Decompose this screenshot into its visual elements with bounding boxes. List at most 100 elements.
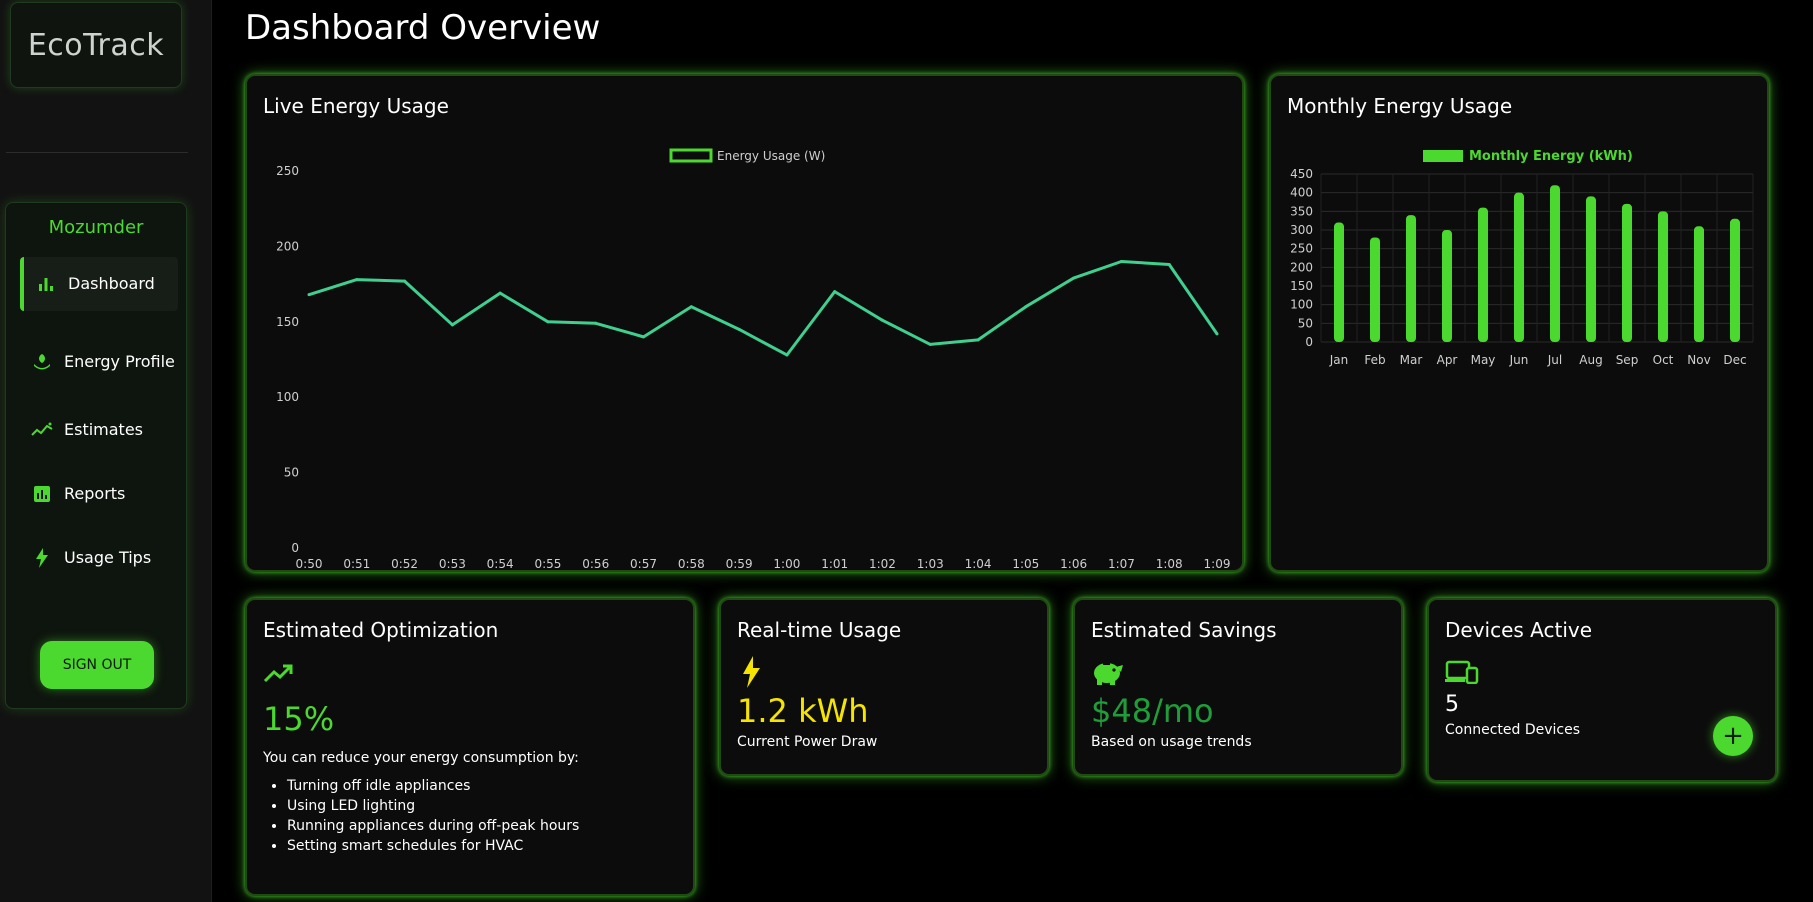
x-tick-label: Apr [1437,353,1458,367]
monthly-energy-card: Monthly Energy Usage Monthly Energy (kWh… [1269,74,1769,572]
bar-apr [1442,230,1452,342]
x-tick-label: 1:03 [917,557,944,571]
sign-out-button[interactable]: SIGN OUT [40,641,154,689]
bolt-icon [741,656,761,692]
y-tick-label: 450 [1290,167,1313,181]
devices-card: Devices Active 5 Connected Devices + [1427,598,1777,782]
bar-may [1478,207,1488,342]
realtime-card: Real-time Usage 1.2 kWh Current Power Dr… [719,598,1049,776]
legend-swatch [669,148,713,163]
nav-panel: Mozumder Dashboard Energy Profile Estima… [5,202,187,709]
x-tick-label: Feb [1364,353,1385,367]
legend-label: Energy Usage (W) [717,149,825,163]
data-point [928,342,932,346]
piggy-bank-icon [1091,658,1125,690]
data-point [689,305,693,309]
sidebar-item-label: Dashboard [68,274,155,293]
optimization-value: 15% [263,700,335,738]
sidebar-item-energy-profile[interactable]: Energy Profile [20,335,178,389]
live-energy-chart[interactable]: Energy Usage (W) 0 50 100 150 200 250 0:50 0:51 0… [247,76,1244,572]
y-tick-label: 0 [1305,335,1313,349]
sidebar-divider [6,152,188,153]
bar-dec [1730,218,1740,342]
y-tick-label: 250 [276,164,299,178]
bar-oct [1658,211,1668,342]
sidebar-item-label: Reports [64,484,126,503]
optimization-card: Estimated Optimization 15% You can reduc… [245,598,695,896]
trend-up-icon [263,662,295,688]
devices-icon [1445,660,1479,688]
data-point [880,318,884,322]
devices-caption: Connected Devices [1445,722,1581,738]
x-tick-label: 0:57 [630,557,657,571]
bar-chart-icon [24,275,68,293]
data-point [450,323,454,327]
x-tick-label: 1:00 [773,557,800,571]
x-tick-label: Dec [1723,353,1746,367]
sidebar-item-label: Estimates [64,420,144,439]
sidebar-item-reports[interactable]: Reports [20,469,178,519]
y-tick-label: 100 [276,390,299,404]
x-tick-label: 0:53 [439,557,466,571]
x-tick-label: 0:52 [391,557,418,571]
report-icon [20,485,64,503]
data-point [1215,332,1219,336]
y-tick-label: 200 [276,239,299,253]
data-point [1167,262,1171,266]
x-tick-label: Nov [1687,353,1710,367]
x-tick-label: 0:58 [678,557,705,571]
data-point [355,278,359,282]
data-point [833,290,837,294]
logo-prefix: Eco [27,27,84,63]
data-point [642,335,646,339]
sidebar-item-dashboard[interactable]: Dashboard [20,257,178,311]
data-point [785,353,789,357]
data-point [1072,276,1076,280]
savings-caption: Based on usage trends [1091,734,1252,750]
x-tick-label: 1:07 [1108,557,1135,571]
x-tick-label: 1:02 [869,557,896,571]
x-tick-label: May [1471,353,1496,367]
sidebar-item-estimates[interactable]: Estimates [20,405,178,455]
chart-legend: Energy Usage (W) [669,148,825,163]
x-tick-label: 1:01 [821,557,848,571]
monthly-energy-chart[interactable]: Monthly Energy (kWh) 0 50 100 150 200 250 300 35… [1271,76,1769,572]
page-title: Dashboard Overview [245,8,601,48]
bar-jan [1334,222,1344,342]
list-item: Using LED lighting [287,796,579,816]
bar-feb [1370,237,1380,342]
data-point [403,279,407,283]
bar-mar [1406,215,1416,342]
x-tick-label: 1:09 [1204,557,1231,571]
sidebar-item-usage-tips[interactable]: Usage Tips [20,533,178,583]
savings-card: Estimated Savings $48/mo Based on usage … [1073,598,1403,776]
savings-value: $48/mo [1091,692,1214,730]
x-tick-label: 0:55 [534,557,561,571]
x-tick-label: 0:54 [487,557,514,571]
x-tick-label: Aug [1579,353,1602,367]
y-tick-label: 50 [1298,316,1313,330]
x-tick-label: Jul [1547,353,1562,367]
tips-list: Turning off idle appliances Using LED li… [287,776,579,856]
x-tick-label: 0:56 [582,557,609,571]
x-tick-label: Oct [1653,353,1674,367]
x-tick-label: Jan [1329,353,1349,367]
y-tick-label: 300 [1290,223,1313,237]
x-tick-label: 1:05 [1012,557,1039,571]
x-tick-label: Sep [1616,353,1639,367]
trend-icon [20,422,64,438]
sidebar-item-label: Energy Profile [64,352,175,371]
add-device-button[interactable]: + [1713,716,1753,756]
list-item: Running appliances during off-peak hours [287,816,579,836]
realtime-value: 1.2 kWh [737,692,869,730]
sidebar: EcoTrack Mozumder Dashboard Energy Profi… [0,0,212,902]
y-tick-label: 350 [1290,204,1313,218]
x-tick-label: Mar [1400,353,1423,367]
logo[interactable]: EcoTrack [10,2,182,88]
data-point [546,320,550,324]
bolt-icon [20,548,64,568]
live-energy-card: Live Energy Usage Energy Usage (W) 0 50 100… [245,74,1244,572]
bar-sep [1622,203,1632,342]
bar-jul [1550,185,1560,342]
devices-value: 5 [1445,692,1459,717]
